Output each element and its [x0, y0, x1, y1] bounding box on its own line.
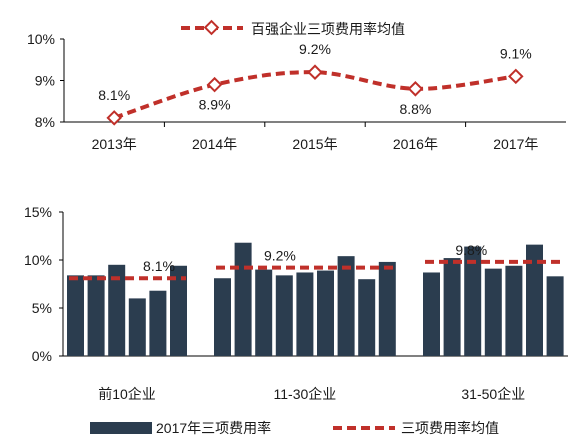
bar-chart: 0% 5% 10% 15% 8.1% 9.2% 9.8% 前10企业 11-30企业 31-5…: [24, 204, 568, 436]
line-chart: 百强企业三项费用率均值 8% 9% 10% 2013年 2014年 2015年 2016年…: [27, 19, 566, 152]
line-xtick-label: 2013年: [92, 136, 137, 152]
bar-legend-label-mean: 三项费用率均值: [401, 420, 499, 436]
mean-data-label: 9.2%: [264, 248, 296, 264]
bar-group-label: 31-50企业: [461, 386, 525, 402]
line-data-label: 9.2%: [299, 41, 331, 57]
line-data-label: 8.9%: [199, 97, 231, 113]
line-data-label: 8.8%: [399, 101, 431, 117]
bar: [170, 265, 187, 356]
line-point-marker: [206, 76, 223, 93]
legend-diamond-marker: [203, 19, 220, 36]
bar: [149, 290, 167, 356]
bar: [378, 261, 396, 356]
bar-chart-legend: 2017年三项费用率 三项费用率均值: [90, 420, 499, 436]
line-point-marker: [508, 68, 524, 85]
line-chart-legend: 百强企业三项费用率均值: [181, 19, 405, 37]
bar-ytick-label: 0%: [32, 348, 52, 364]
bar: [214, 278, 231, 356]
bar: [443, 258, 461, 356]
mean-data-label: 8.1%: [143, 258, 175, 274]
bar-ytick-label: 10%: [24, 252, 52, 268]
bar-legend-label-series: 2017年三项费用率: [156, 420, 271, 436]
line-point-marker: [407, 81, 424, 97]
bar: [255, 269, 273, 356]
line-xtick-label: 2016年: [393, 136, 438, 152]
bar: [484, 268, 502, 356]
line-ytick-label: 9%: [35, 73, 55, 89]
line-xtick-label: 2017年: [493, 136, 538, 152]
legend-bar-swatch: [90, 422, 152, 434]
bar: [296, 272, 314, 356]
bar: [108, 264, 126, 356]
bar: [423, 272, 440, 356]
bar: [87, 275, 105, 356]
bar-ytick-label: 15%: [24, 204, 52, 220]
bar-ytick-label: 5%: [32, 300, 52, 316]
mean-data-label: 9.8%: [455, 242, 487, 258]
bar: [337, 256, 355, 356]
bar-group-label: 前10企业: [98, 386, 156, 402]
bar: [317, 270, 334, 356]
line-xtick-label: 2014年: [192, 136, 237, 152]
bar: [128, 298, 146, 356]
line-data-label: 8.1%: [98, 87, 130, 103]
line-data-label: 9.1%: [500, 45, 532, 61]
line-point-marker: [106, 110, 122, 126]
bar: [67, 275, 84, 356]
bar-group-label: 11-30企业: [274, 386, 337, 402]
bar: [275, 275, 293, 356]
line-legend-label: 百强企业三项费用率均值: [251, 21, 405, 37]
bar: [464, 246, 482, 356]
bar: [546, 276, 564, 356]
bar: [526, 244, 543, 356]
line-series-path: [113, 70, 517, 120]
line-ytick-label: 8%: [35, 114, 55, 130]
bar: [505, 265, 523, 356]
bar: [234, 242, 252, 356]
line-xtick-label: 2015年: [292, 136, 337, 152]
bar: [358, 279, 376, 356]
line-ytick-label: 10%: [27, 31, 55, 47]
line-point-marker: [307, 64, 323, 80]
